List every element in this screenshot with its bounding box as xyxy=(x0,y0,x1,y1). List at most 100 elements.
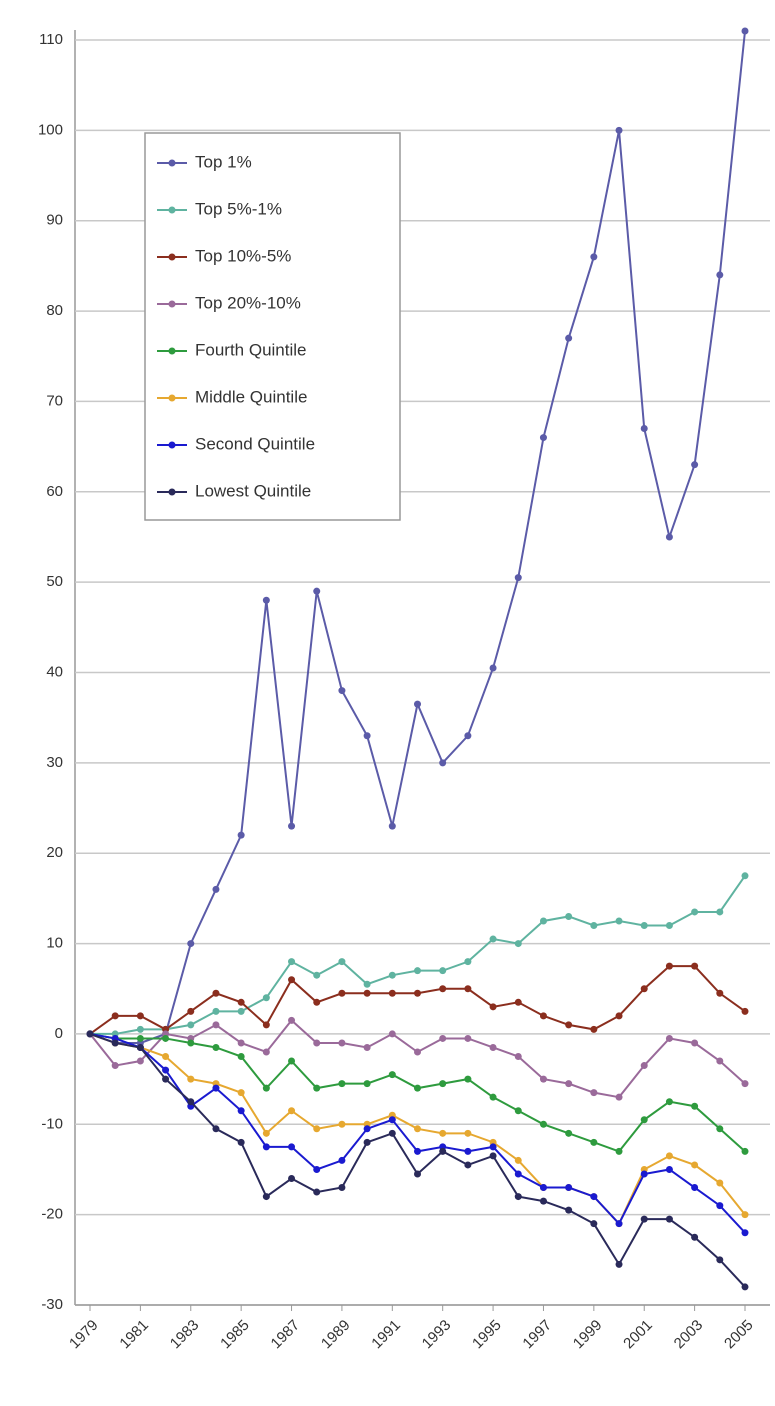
data-point xyxy=(262,1129,270,1137)
y-tick-label: 110 xyxy=(39,31,63,48)
data-point xyxy=(338,1156,346,1164)
legend-marker xyxy=(168,488,176,496)
data-point xyxy=(212,1021,220,1029)
data-point xyxy=(288,958,296,966)
data-point xyxy=(313,1084,321,1092)
data-point xyxy=(439,1129,447,1137)
data-point xyxy=(565,1129,573,1137)
data-point xyxy=(716,1256,724,1264)
data-point xyxy=(136,1057,144,1065)
data-point xyxy=(716,271,724,279)
data-point xyxy=(363,1138,371,1146)
data-point xyxy=(237,998,245,1006)
y-tick-label: 20 xyxy=(46,844,63,861)
data-point xyxy=(539,917,547,925)
data-point xyxy=(590,1089,598,1097)
data-point xyxy=(741,27,749,35)
data-point xyxy=(590,1193,598,1201)
data-point xyxy=(439,759,447,767)
y-tick-label: 10 xyxy=(46,935,63,952)
data-point xyxy=(414,1084,421,1092)
data-point xyxy=(338,1080,346,1088)
y-tick-label: 70 xyxy=(46,392,63,409)
data-point xyxy=(338,989,346,997)
data-point xyxy=(237,831,245,839)
data-point xyxy=(691,1039,699,1047)
data-point xyxy=(514,574,522,582)
data-point xyxy=(439,1080,447,1088)
data-point xyxy=(136,1012,144,1020)
y-tick-label: 60 xyxy=(46,483,63,500)
data-point xyxy=(212,1084,220,1092)
data-point xyxy=(363,732,371,740)
data-point xyxy=(288,1107,296,1115)
data-point xyxy=(615,1147,623,1155)
legend-box xyxy=(144,132,401,521)
data-point xyxy=(539,434,547,442)
data-point xyxy=(489,1152,497,1160)
legend-marker xyxy=(168,394,176,402)
data-point xyxy=(111,1012,119,1020)
x-tick-label: 2005 xyxy=(721,1317,757,1353)
data-point xyxy=(489,1093,497,1101)
data-point xyxy=(489,935,497,943)
data-point xyxy=(363,1125,371,1133)
data-point xyxy=(86,1030,94,1038)
data-point xyxy=(212,989,220,997)
data-point xyxy=(665,1034,673,1042)
data-point xyxy=(212,1043,220,1051)
data-point xyxy=(262,1143,270,1151)
data-point xyxy=(539,1120,547,1128)
x-tick-label: 1995 xyxy=(469,1317,505,1353)
data-point xyxy=(187,1021,195,1029)
data-point xyxy=(136,1025,144,1033)
data-point xyxy=(414,1147,421,1155)
y-tick-label: 40 xyxy=(46,663,63,680)
data-point xyxy=(741,1147,749,1155)
data-point xyxy=(489,664,497,672)
data-point xyxy=(539,1075,547,1083)
data-point xyxy=(716,1202,724,1210)
data-point xyxy=(741,1080,749,1088)
data-point xyxy=(691,962,699,970)
data-point xyxy=(615,917,623,925)
data-point xyxy=(111,1039,119,1047)
data-point xyxy=(665,1215,673,1223)
data-point xyxy=(136,1034,144,1042)
y-tick-label: -10 xyxy=(41,1115,63,1132)
data-point xyxy=(741,872,749,880)
data-point xyxy=(313,971,321,979)
data-point xyxy=(716,1057,724,1065)
legend-marker xyxy=(168,253,176,261)
data-point xyxy=(237,1107,245,1115)
x-tick-label: 1985 xyxy=(217,1317,253,1353)
data-point xyxy=(514,1156,522,1164)
data-point xyxy=(590,253,598,261)
series-line xyxy=(89,1032,746,1288)
data-point xyxy=(539,1197,547,1205)
y-tick-label: -30 xyxy=(41,1296,63,1313)
data-point xyxy=(288,976,296,984)
data-point xyxy=(665,1165,673,1173)
data-point xyxy=(565,1080,573,1088)
legend-marker xyxy=(168,441,176,449)
data-point xyxy=(615,1220,623,1228)
data-point xyxy=(439,967,447,975)
legend-label: Top 20%-10% xyxy=(195,293,301,312)
data-point xyxy=(741,1283,749,1291)
y-tick-label: 0 xyxy=(55,1025,63,1042)
data-point xyxy=(237,1138,245,1146)
data-point xyxy=(741,1211,749,1219)
data-point xyxy=(414,1125,421,1133)
data-point xyxy=(439,1147,447,1155)
data-point xyxy=(212,1007,220,1015)
data-point xyxy=(262,1084,270,1092)
data-point xyxy=(363,1043,371,1051)
x-tick-label: 1989 xyxy=(318,1317,354,1353)
data-point xyxy=(388,1071,396,1079)
data-point xyxy=(514,1107,522,1115)
data-point xyxy=(288,1175,296,1182)
data-point xyxy=(665,922,673,929)
data-point xyxy=(388,1129,396,1137)
data-point xyxy=(338,1120,346,1128)
